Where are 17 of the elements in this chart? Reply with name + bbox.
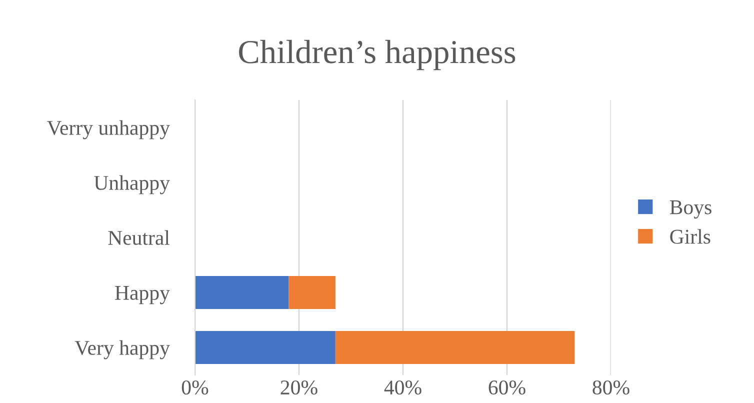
bar [195, 276, 289, 309]
y-tick-label: Happy [115, 286, 170, 304]
bar [195, 331, 336, 364]
y-tick-label: Neutral [108, 230, 170, 245]
y-tick-label: Verry unhappy [47, 120, 170, 140]
y-tick-label: Unhappy [94, 175, 170, 194]
x-tick-label: 0% [182, 380, 208, 395]
x-tick-label: 80% [592, 380, 630, 395]
legend-label: Boys [670, 200, 712, 219]
x-tick-label: 20% [280, 380, 318, 395]
bar [335, 331, 575, 364]
chart-title: Children’s happiness [239, 40, 516, 70]
y-tick-label: Very happy [74, 340, 170, 360]
bar [288, 276, 336, 309]
x-tick-label: 40% [384, 380, 422, 395]
legend-label: Girls [670, 229, 710, 244]
x-tick-label: 60% [488, 380, 526, 395]
